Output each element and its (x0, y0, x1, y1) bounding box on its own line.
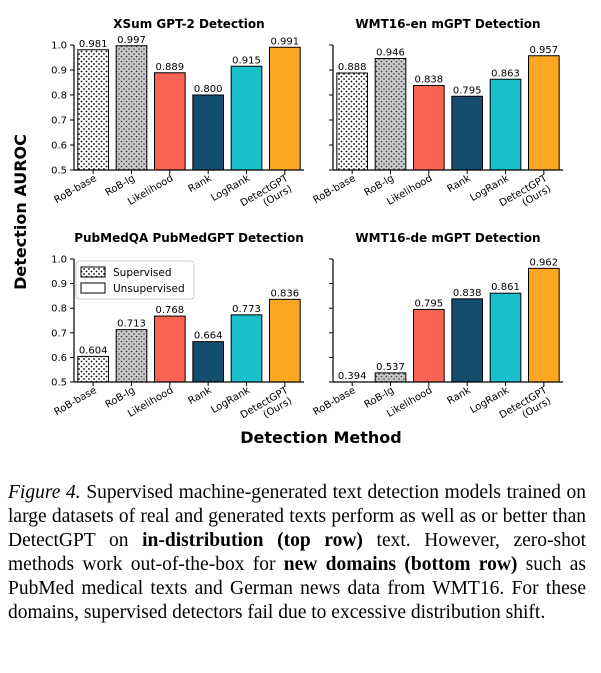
x-tick-label-rank: Rank (446, 173, 473, 195)
caption-label: Figure 4. (8, 482, 81, 503)
data-label-rob-base: 0.394 (338, 371, 367, 382)
y-tick-label: 0.7 (51, 116, 67, 127)
y-tick-label: 0.9 (51, 66, 67, 77)
caption-text-2: text. However, zero-shot methods work ou… (8, 530, 586, 575)
data-label-logrank: 0.915 (232, 55, 261, 66)
x-tick-label-rob-base: RoB-base (53, 385, 99, 418)
caption-text-1: Supervised machine-generated text detect… (8, 482, 586, 551)
data-label-rank: 0.838 (453, 288, 482, 299)
data-label-rob-lg: 0.713 (117, 319, 146, 330)
legend-swatch-supervised (80, 266, 106, 278)
bar-rob-lg (115, 45, 148, 171)
bar-rob-lg (374, 372, 407, 383)
chart-panel-wmt16-en-mgpt: WMT16-en mGPT Detection 0.888 RoB-base 0.94… (312, 17, 563, 209)
x-axis-title: Detection Method (240, 428, 401, 447)
data-label-rob-base: 0.604 (79, 345, 108, 356)
legend-swatch-unsupervised (80, 282, 106, 294)
y-tick-label: 1.0 (51, 41, 67, 52)
data-label-likelihood: 0.768 (156, 305, 185, 316)
caption-text-3: such as PubMed medical texts and German … (8, 554, 586, 623)
data-label-likelihood: 0.795 (415, 298, 444, 309)
chart-panel-wmt16-de-mgpt: WMT16-de mGPT Detection 0.394 RoB-base 0.53… (312, 231, 563, 421)
bar-rob-base (77, 355, 110, 383)
bar-rank (192, 94, 224, 171)
panel-title: WMT16-en mGPT Detection (355, 17, 540, 31)
bar-logrank (489, 78, 522, 171)
data-label-rank: 0.800 (194, 84, 223, 95)
chart-panel-xsum-gpt2: XSum GPT-2 Detection0.981RoB-base0.997Ro… (51, 17, 304, 209)
y-tick-label: 0.7 (51, 328, 67, 339)
bar-rank (451, 298, 484, 383)
data-label-rob-base: 0.888 (338, 62, 367, 73)
x-tick-label-rank: Rank (187, 385, 214, 407)
bar-likelihood (413, 85, 445, 171)
y-tick-label: 0.8 (51, 91, 67, 102)
y-tick-label: 0.5 (51, 378, 67, 389)
data-label-rank: 0.795 (453, 85, 482, 96)
bar-rob-lg (115, 329, 148, 383)
bar-detectgpt-ours (269, 46, 301, 171)
y-tick-label: 0.6 (51, 141, 67, 152)
legend-label-unsupervised: Unsupervised (113, 283, 185, 295)
bar-detectgpt-ours (528, 55, 560, 171)
bar-likelihood (154, 72, 186, 171)
bar-logrank (230, 65, 263, 171)
data-label-detectgpt-ours: 0.957 (530, 45, 559, 56)
y-tick-label: 0.9 (51, 279, 67, 290)
bar-rank (451, 95, 484, 171)
data-label-detectgpt-ours: 0.836 (271, 288, 300, 299)
bar-likelihood (154, 315, 186, 383)
bar-rob-lg (374, 58, 407, 171)
data-label-detectgpt-ours: 0.991 (271, 36, 300, 47)
x-tick-label-rank: Rank (187, 173, 214, 195)
figure: XSum GPT-2 Detection 0.981 RoB-base 0.997 Ro… (11, 17, 563, 447)
data-label-rob-lg: 0.946 (376, 48, 405, 59)
x-tick-label-rank: Rank (446, 385, 473, 407)
figure-caption: Figure 4. Supervised machine-generated t… (8, 481, 586, 625)
data-label-likelihood: 0.889 (156, 62, 185, 73)
y-tick-label: 0.5 (51, 166, 67, 177)
data-label-rob-lg: 0.997 (117, 35, 146, 46)
data-label-logrank: 0.861 (491, 282, 520, 293)
data-label-rob-lg: 0.537 (376, 362, 405, 373)
bar-rank (192, 341, 224, 383)
y-tick-label: 0.8 (51, 304, 67, 315)
x-tick-label-rob-base: RoB-base (312, 173, 358, 206)
x-tick-label-rob-base: RoB-base (53, 173, 99, 206)
y-axis-title: Detection AUROC (11, 134, 30, 290)
bar-logrank (230, 314, 263, 383)
legend-label-supervised: Supervised (113, 267, 172, 279)
y-tick-label: 1.0 (51, 255, 67, 266)
panel-title: XSum GPT-2 Detection (113, 17, 264, 31)
bar-detectgpt-ours (269, 298, 301, 383)
data-label-likelihood: 0.838 (415, 75, 444, 86)
data-label-rob-base: 0.981 (79, 39, 108, 50)
x-tick-label-rob-base: RoB-base (312, 385, 358, 418)
data-label-detectgpt-ours: 0.962 (530, 257, 559, 268)
bar-logrank (489, 292, 522, 383)
legend: Supervised Unsupervised (75, 260, 195, 300)
y-tick-label: 0.6 (51, 353, 67, 364)
data-label-rank: 0.664 (194, 331, 223, 342)
caption-bold-in-distribution: in-distribution (top row) (142, 530, 363, 551)
panel-title: PubMedQA PubMedGPT Detection (74, 231, 304, 245)
data-label-logrank: 0.773 (232, 304, 261, 315)
bar-rob-base (336, 72, 369, 171)
bar-detectgpt-ours (528, 267, 560, 383)
caption-bold-new-domains: new domains (bottom row) (283, 554, 518, 575)
panel-title: WMT16-de mGPT Detection (355, 231, 540, 245)
bar-rob-base (77, 49, 110, 171)
data-label-logrank: 0.863 (491, 68, 520, 79)
bar-likelihood (413, 308, 445, 383)
